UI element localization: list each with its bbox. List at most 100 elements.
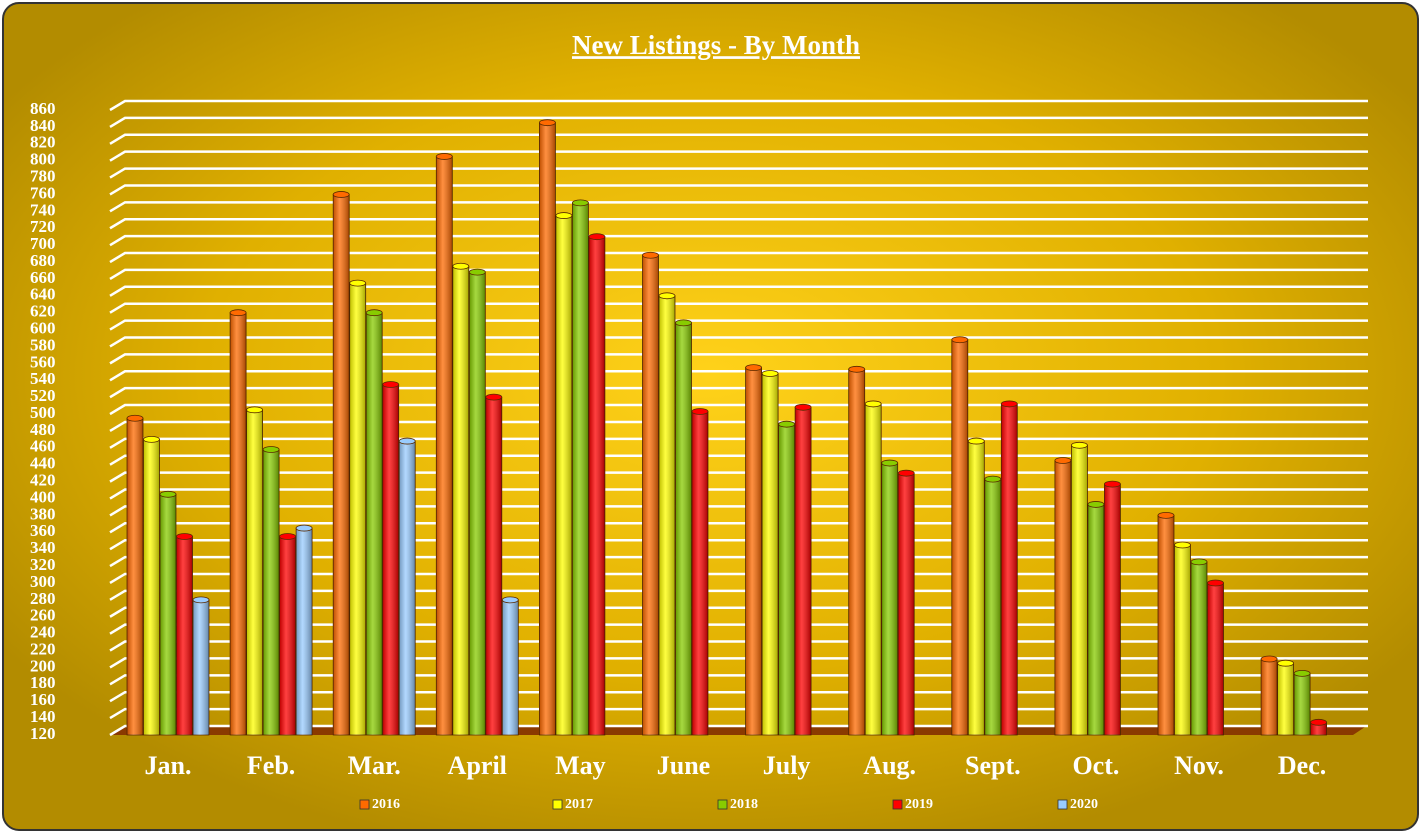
bar-shade [399,441,416,735]
bar-cap [126,414,144,422]
chart-title: New Listings - By Month [572,30,860,60]
y-tick-label: 820 [30,133,56,152]
bar-cap [365,309,383,317]
bar-shade [1294,673,1311,735]
y-tick-label: 760 [30,183,56,202]
bar-cap [658,292,676,300]
bar-cap [881,459,899,467]
y-tick-label: 320 [30,555,56,574]
bar-cap [192,596,210,604]
bar-shade [984,479,1001,735]
bar-cap [1174,541,1191,549]
bar-cap [262,446,280,453]
bar-cap [1277,659,1294,667]
x-tick-label: Jan. [145,751,192,780]
bar-cap [675,319,692,327]
y-tick-label: 480 [30,420,56,439]
bar-cap [1104,480,1121,488]
bar-cap [398,437,416,445]
grid-line [109,99,1368,112]
bar-shade [279,536,296,735]
bar-shade [143,439,160,735]
bar-cap [382,381,400,388]
bar-cap [1293,669,1311,677]
legend-label: 2016 [372,797,400,812]
bar-cap [246,406,264,414]
bar-shade [230,312,247,735]
bar-shade [366,312,383,735]
x-tick-label: Aug. [863,751,916,780]
y-tick-label: 280 [30,589,56,608]
grid-line [109,116,1368,128]
bar-cap [984,475,1002,483]
y-tick-label: 540 [30,369,56,388]
bar-shade [1001,403,1018,735]
x-tick-label: Dec. [1278,751,1326,780]
bar-cap [295,524,313,532]
bar-cap [848,365,866,373]
bar-cap [951,336,969,344]
x-tick-label: Oct. [1072,751,1119,780]
bar-shade [572,202,589,736]
grid-line [109,268,1368,280]
y-tick-label: 520 [30,386,56,405]
bar-cap [229,309,247,317]
y-tick-label: 780 [30,166,56,185]
bar-shade [762,373,779,735]
bar-shade [246,409,263,735]
y-tick-label: 140 [30,707,56,726]
bar-shade [1310,722,1327,735]
y-tick-label: 460 [30,437,56,456]
bar-cap [588,233,606,241]
bar-cap [435,153,453,160]
bar-shade [1277,663,1294,735]
legend-swatch [717,799,728,810]
grid-line [109,234,1368,247]
y-tick-label: 840 [30,116,56,135]
bar-shade [193,599,209,735]
bar-shade [881,463,898,735]
y-tick-label: 660 [30,268,56,287]
grid-line [109,184,1368,196]
y-tick-label: 640 [30,285,56,304]
grid-line [109,133,1368,145]
legend-swatch [1057,799,1068,810]
floor [110,725,1368,735]
bar-cap [642,251,659,259]
y-tick-label: 160 [30,690,56,709]
bar-shade [968,441,985,735]
y-tick-label: 360 [30,521,56,540]
bar-cap [1087,501,1105,508]
bar-shade [588,236,605,735]
bar-shade [1054,460,1071,735]
legend-swatch [552,799,563,810]
bar-cap [501,596,519,604]
bar-shade [160,494,176,735]
x-tick-label: Nov. [1174,751,1224,780]
bar-cap [1190,558,1208,566]
bar-shade [555,215,572,735]
bar-shade [951,339,968,735]
bar-cap [176,533,193,540]
y-tick-label: 720 [30,217,56,236]
bar-shade [469,272,486,735]
y-tick-label: 500 [30,403,56,422]
legend-label: 2020 [1070,797,1098,812]
bar-cap [572,199,589,207]
y-tick-label: 620 [30,302,56,321]
bar-shade [1261,658,1278,735]
legend-swatch [359,799,370,810]
grid-line [109,167,1368,179]
y-tick-label: 580 [30,335,56,354]
y-tick-label: 700 [30,234,56,253]
bar-cap [1000,400,1018,408]
y-tick-label: 220 [30,639,56,658]
y-tick-label: 260 [30,606,56,625]
bar-cap [332,191,350,198]
legend-label: 2019 [905,797,933,812]
bar-shade [382,384,399,735]
y-tick-label: 120 [30,724,56,743]
bar-cap [159,490,177,498]
